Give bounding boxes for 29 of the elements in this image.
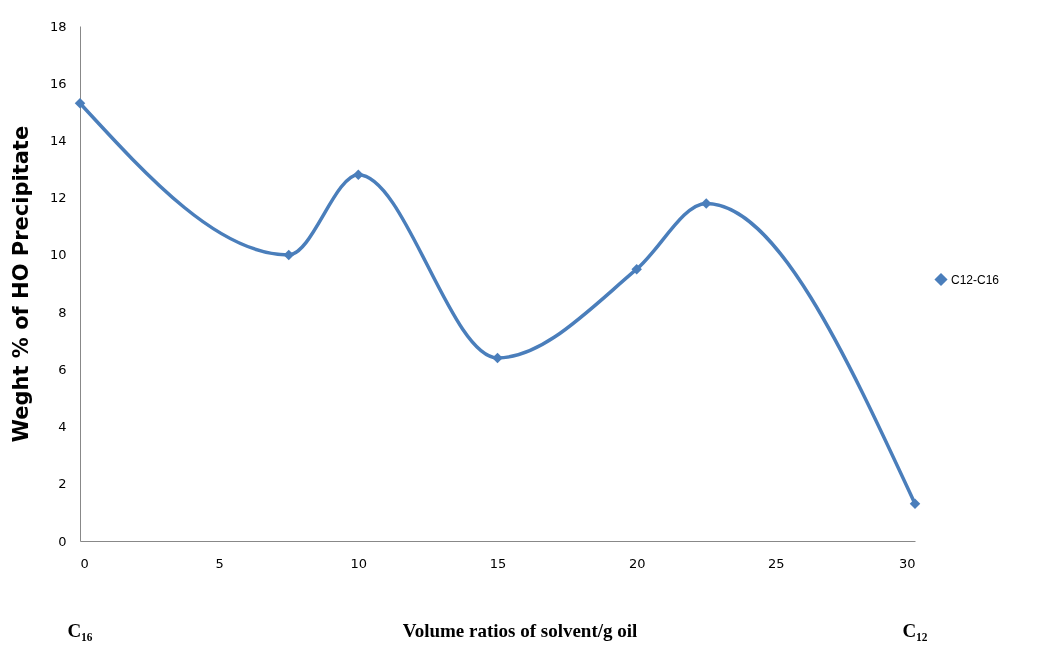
y-tick-label: 6 xyxy=(58,361,67,377)
y-tick-label: 8 xyxy=(58,304,67,320)
y-tick-label: 0 xyxy=(58,533,67,549)
x-tick-label: 30 xyxy=(898,555,916,571)
x-tick-label: 5 xyxy=(215,555,224,571)
y-tick-label: 14 xyxy=(49,132,67,148)
x-tick-label: 15 xyxy=(489,555,507,571)
point xyxy=(74,98,86,109)
y-tick-label: 18 xyxy=(49,18,67,34)
y-tick-label: 12 xyxy=(49,190,67,206)
point xyxy=(283,249,294,261)
x-tick-label: 20 xyxy=(628,555,646,571)
x-tick-label: 10 xyxy=(350,555,368,571)
text: C₁₆ xyxy=(67,620,93,641)
text: C₁₂ xyxy=(902,620,928,641)
legend-label: C12-C16 xyxy=(951,272,1000,287)
x-tick-label: 0 xyxy=(80,555,89,571)
point xyxy=(492,352,503,364)
point xyxy=(631,263,642,275)
point xyxy=(909,498,921,510)
y-tick-label: 4 xyxy=(58,419,67,435)
y-tick-label: 2 xyxy=(58,476,67,492)
x-tick-label: 25 xyxy=(768,555,785,571)
point xyxy=(353,169,364,181)
y-tick-label: 16 xyxy=(49,75,67,91)
y-tick-label: 10 xyxy=(49,247,67,263)
point xyxy=(701,198,712,209)
y-axis-title: Weght % of HO Precipitate xyxy=(8,125,33,443)
x-axis-title: Volume ratios of solvent/g oil xyxy=(402,620,638,641)
